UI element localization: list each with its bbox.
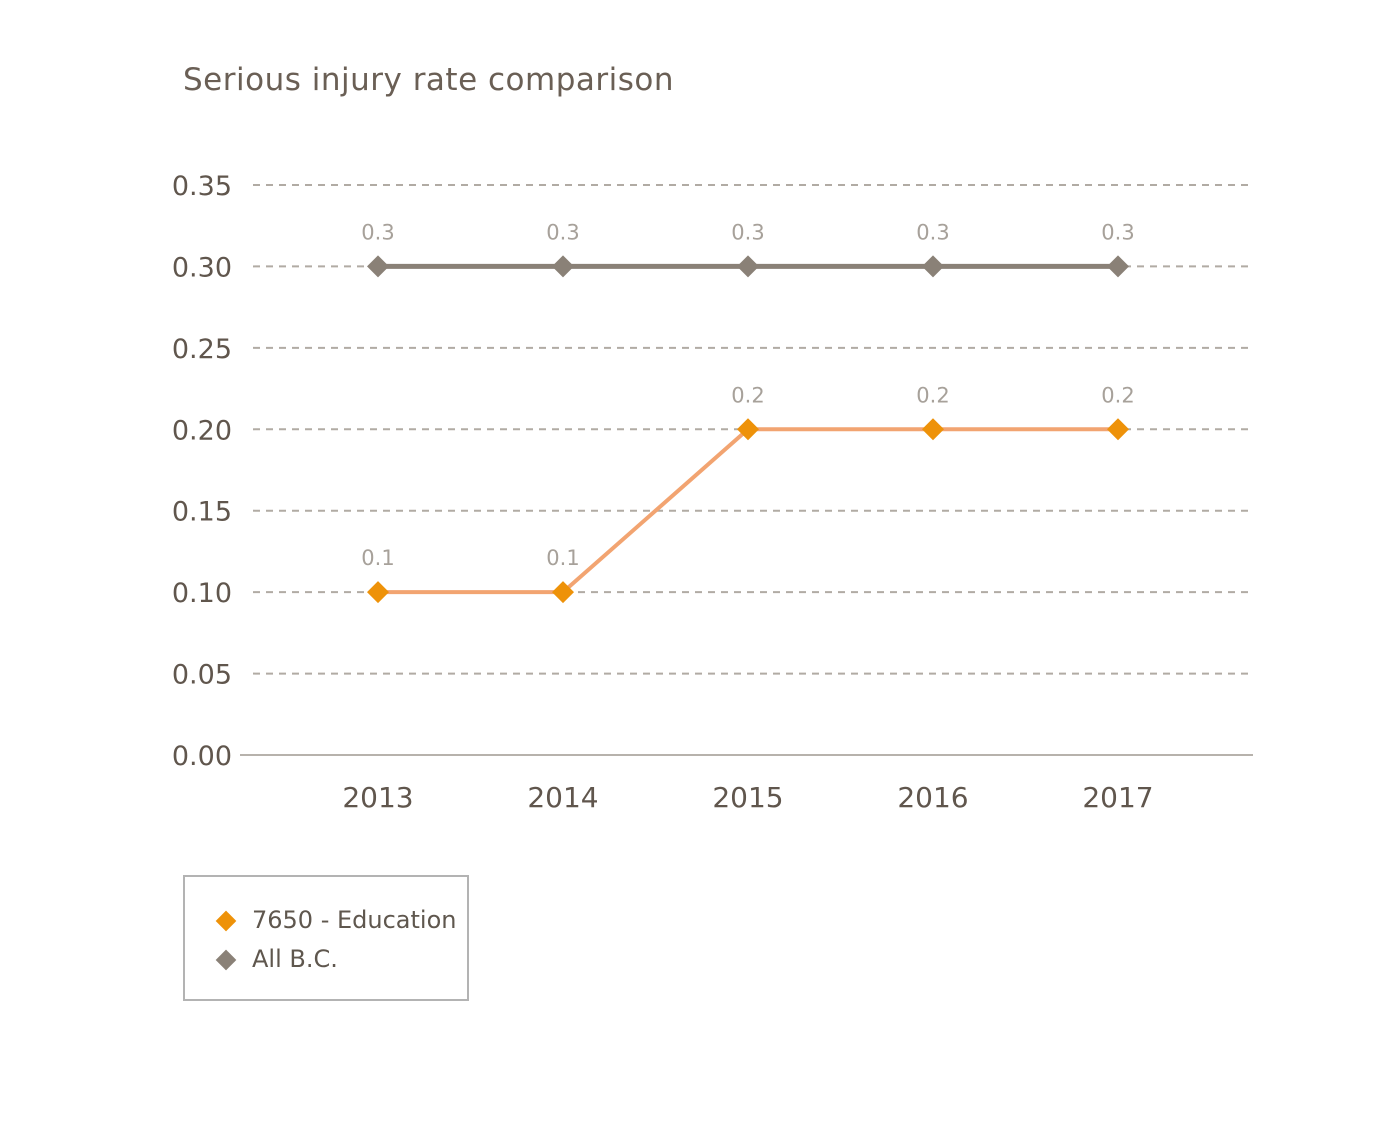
chart-title: Serious injury rate comparison bbox=[183, 62, 675, 98]
data-point-label: 0.1 bbox=[361, 546, 394, 570]
y-tick-label: 0.10 bbox=[172, 578, 232, 609]
chart-legend: ◆ 7650 - Education ◆ All B.C. bbox=[183, 875, 469, 1001]
x-tick-label: 2015 bbox=[712, 781, 783, 814]
data-point-label: 0.3 bbox=[1101, 220, 1134, 244]
data-point-marker bbox=[922, 255, 944, 278]
legend-item-education: ◆ 7650 - Education bbox=[209, 900, 467, 939]
y-tick-label: 0.35 bbox=[172, 171, 232, 202]
y-tick-label: 0.25 bbox=[172, 334, 232, 365]
data-point-label: 0.3 bbox=[546, 220, 579, 244]
data-point-marker bbox=[737, 418, 759, 441]
y-tick-label: 0.30 bbox=[172, 252, 232, 283]
legend-item-all-bc: ◆ All B.C. bbox=[209, 939, 467, 978]
data-point-marker bbox=[552, 255, 574, 278]
data-point-marker bbox=[367, 581, 389, 604]
data-point-label: 0.3 bbox=[361, 220, 394, 244]
data-point-marker bbox=[367, 255, 389, 278]
diamond-marker-icon: ◆ bbox=[215, 904, 237, 935]
legend-label: All B.C. bbox=[252, 944, 338, 973]
diamond-marker-icon: ◆ bbox=[215, 943, 237, 974]
data-point-label: 0.1 bbox=[546, 546, 579, 570]
data-point-label: 0.2 bbox=[1101, 383, 1134, 407]
y-tick-label: 0.15 bbox=[172, 497, 232, 528]
legend-label: 7650 - Education bbox=[252, 905, 457, 934]
data-point-marker bbox=[1107, 255, 1129, 278]
y-tick-label: 0.05 bbox=[172, 660, 232, 691]
data-point-marker bbox=[1107, 418, 1129, 441]
data-point-label: 0.2 bbox=[916, 383, 949, 407]
x-tick-label: 2016 bbox=[897, 781, 968, 814]
data-point-marker bbox=[737, 255, 759, 278]
y-tick-label: 0.20 bbox=[172, 415, 232, 446]
data-point-marker bbox=[922, 418, 944, 441]
data-point-label: 0.3 bbox=[731, 220, 764, 244]
x-tick-label: 2017 bbox=[1082, 781, 1153, 814]
data-point-label: 0.3 bbox=[916, 220, 949, 244]
data-point-label: 0.2 bbox=[731, 383, 764, 407]
data-point-marker bbox=[552, 581, 574, 604]
x-tick-label: 2013 bbox=[342, 781, 413, 814]
x-tick-label: 2014 bbox=[527, 781, 598, 814]
y-tick-label: 0.00 bbox=[172, 741, 232, 772]
